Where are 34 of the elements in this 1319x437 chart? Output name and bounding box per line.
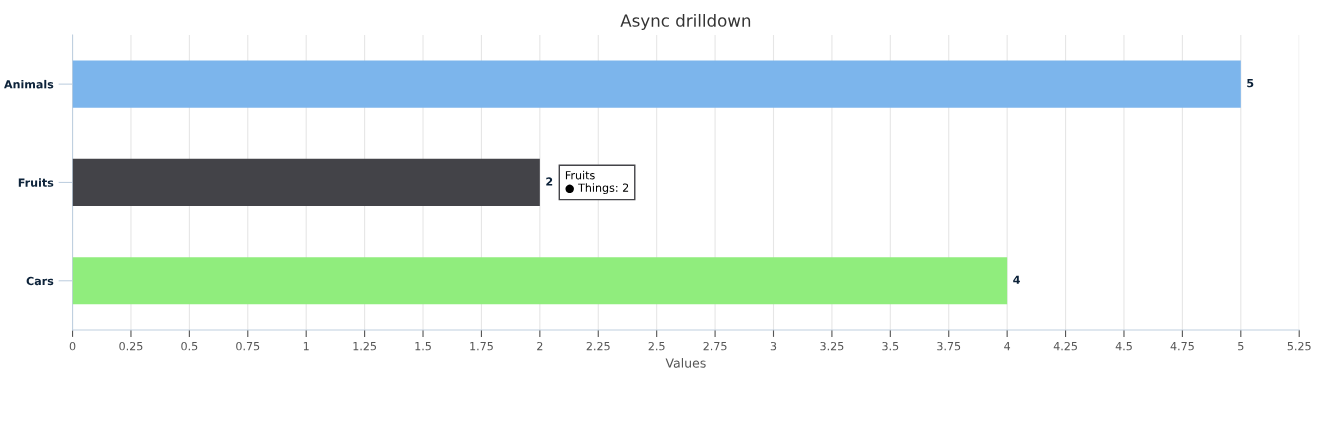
data-label: 5	[1247, 79, 1254, 88]
x-tick-label: 1	[303, 342, 309, 351]
y-tick-label: Cars	[26, 276, 54, 286]
annotation: Fruits ● Things: 2	[565, 170, 629, 195]
x-tick-label: 1.75	[470, 342, 493, 351]
bar	[72, 158, 540, 207]
x-tick-label: 1.5	[415, 342, 431, 351]
bar	[72, 60, 1241, 108]
x-tick-label: 4.25	[1053, 341, 1077, 351]
bar	[72, 257, 1008, 305]
x-tick-label: 3.75	[937, 341, 961, 351]
x-tick-label: 4.75	[1170, 342, 1194, 351]
data-label: 4	[1013, 275, 1020, 284]
x-tick-label: 0.75	[236, 341, 260, 351]
x-tick-label: 0.5	[181, 341, 198, 351]
x-tick-label: 3.25	[820, 341, 844, 351]
y-tick-label: Animals	[4, 79, 54, 89]
y-tick-label: Fruits	[18, 178, 54, 187]
x-tick-label: 2.5	[648, 341, 665, 351]
x-tick-label: 4.5	[1115, 342, 1132, 351]
x-tick-label: 5	[1238, 342, 1244, 351]
x-tick-label: 3	[770, 341, 777, 351]
x-tick-label: 1.25	[353, 341, 377, 351]
x-tick-label: 2.25	[586, 341, 610, 351]
chart-title: Async drilldown	[620, 13, 751, 31]
x-tick-label: 3.5	[882, 341, 899, 351]
x-tick-label: 0	[69, 341, 76, 351]
data-label: 2	[546, 177, 553, 186]
x-tick-label: 5.25	[1287, 341, 1311, 351]
x-tick-label: 2	[537, 341, 543, 351]
x-tick-label: 2.75	[703, 341, 727, 351]
x-tick-label: 4	[1004, 342, 1011, 351]
x-axis-title: Values	[665, 358, 706, 368]
x-tick-label: 0.25	[119, 341, 143, 351]
